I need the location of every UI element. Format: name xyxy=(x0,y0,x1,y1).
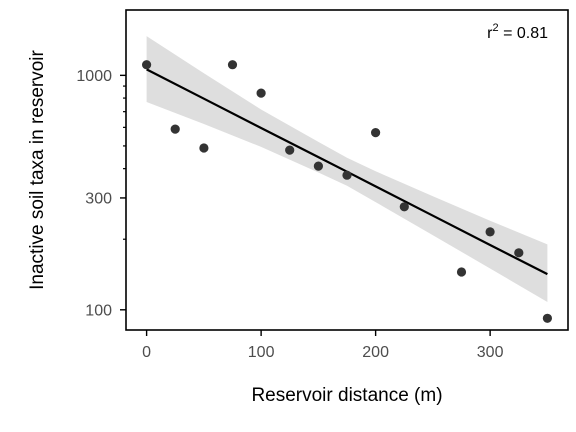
x-tick-label: 300 xyxy=(477,344,504,361)
data-point xyxy=(485,227,495,237)
data-point xyxy=(227,60,238,70)
data-point xyxy=(170,124,180,134)
confidence-band xyxy=(146,36,548,302)
data-point xyxy=(142,60,152,70)
y-axis: 100 300 1000 xyxy=(76,68,126,319)
x-tick-label: 0 xyxy=(142,344,151,361)
data-point xyxy=(456,267,467,277)
x-tick-label: 100 xyxy=(248,344,275,361)
y-tick-label: 100 xyxy=(85,302,112,319)
y-axis-title: Inactive soil taxa in reservoir xyxy=(27,49,48,289)
y-tick-label: 1000 xyxy=(76,68,112,85)
x-axis-title: Reservoir distance (m) xyxy=(251,385,442,406)
data-point xyxy=(371,128,381,138)
x-tick-label: 200 xyxy=(362,344,389,361)
r-squared-prefix: r xyxy=(487,25,493,42)
y-tick-label: 300 xyxy=(85,190,112,207)
plot-frame xyxy=(125,9,569,331)
data-point xyxy=(256,88,266,98)
data-point xyxy=(542,313,553,323)
data-point xyxy=(514,248,524,258)
data-point xyxy=(285,145,295,155)
data-point xyxy=(199,143,209,153)
r-squared-superscript: 2 xyxy=(493,22,499,34)
x-axis: 0 100 200 300 xyxy=(142,330,504,361)
confidence-band-layer xyxy=(146,36,548,302)
r-squared-value: = 0.81 xyxy=(499,25,548,42)
data-point xyxy=(399,202,409,212)
data-point xyxy=(342,170,352,180)
data-point xyxy=(313,161,323,171)
data-points-layer xyxy=(142,60,553,323)
r-squared-annotation: r2 = 0.81 xyxy=(487,22,548,42)
